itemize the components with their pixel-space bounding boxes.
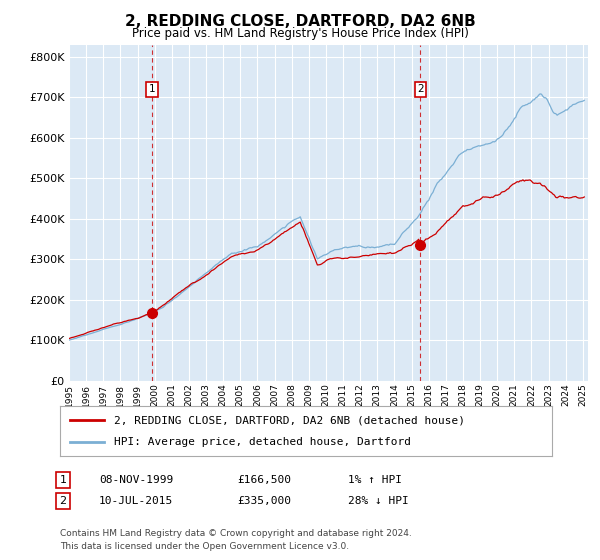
Text: 08-NOV-1999: 08-NOV-1999: [99, 475, 173, 485]
Text: £335,000: £335,000: [237, 496, 291, 506]
Text: £166,500: £166,500: [237, 475, 291, 485]
Text: 28% ↓ HPI: 28% ↓ HPI: [348, 496, 409, 506]
Text: HPI: Average price, detached house, Dartford: HPI: Average price, detached house, Dart…: [114, 437, 411, 447]
Text: 2: 2: [59, 496, 67, 506]
Text: 10-JUL-2015: 10-JUL-2015: [99, 496, 173, 506]
Text: Contains HM Land Registry data © Crown copyright and database right 2024.
This d: Contains HM Land Registry data © Crown c…: [60, 529, 412, 550]
Text: 1: 1: [149, 85, 155, 94]
Text: 2, REDDING CLOSE, DARTFORD, DA2 6NB (detached house): 2, REDDING CLOSE, DARTFORD, DA2 6NB (det…: [114, 415, 465, 425]
Text: 2: 2: [417, 85, 424, 94]
Text: 1% ↑ HPI: 1% ↑ HPI: [348, 475, 402, 485]
Text: Price paid vs. HM Land Registry's House Price Index (HPI): Price paid vs. HM Land Registry's House …: [131, 27, 469, 40]
Text: 1: 1: [59, 475, 67, 485]
Text: 2, REDDING CLOSE, DARTFORD, DA2 6NB: 2, REDDING CLOSE, DARTFORD, DA2 6NB: [125, 14, 475, 29]
